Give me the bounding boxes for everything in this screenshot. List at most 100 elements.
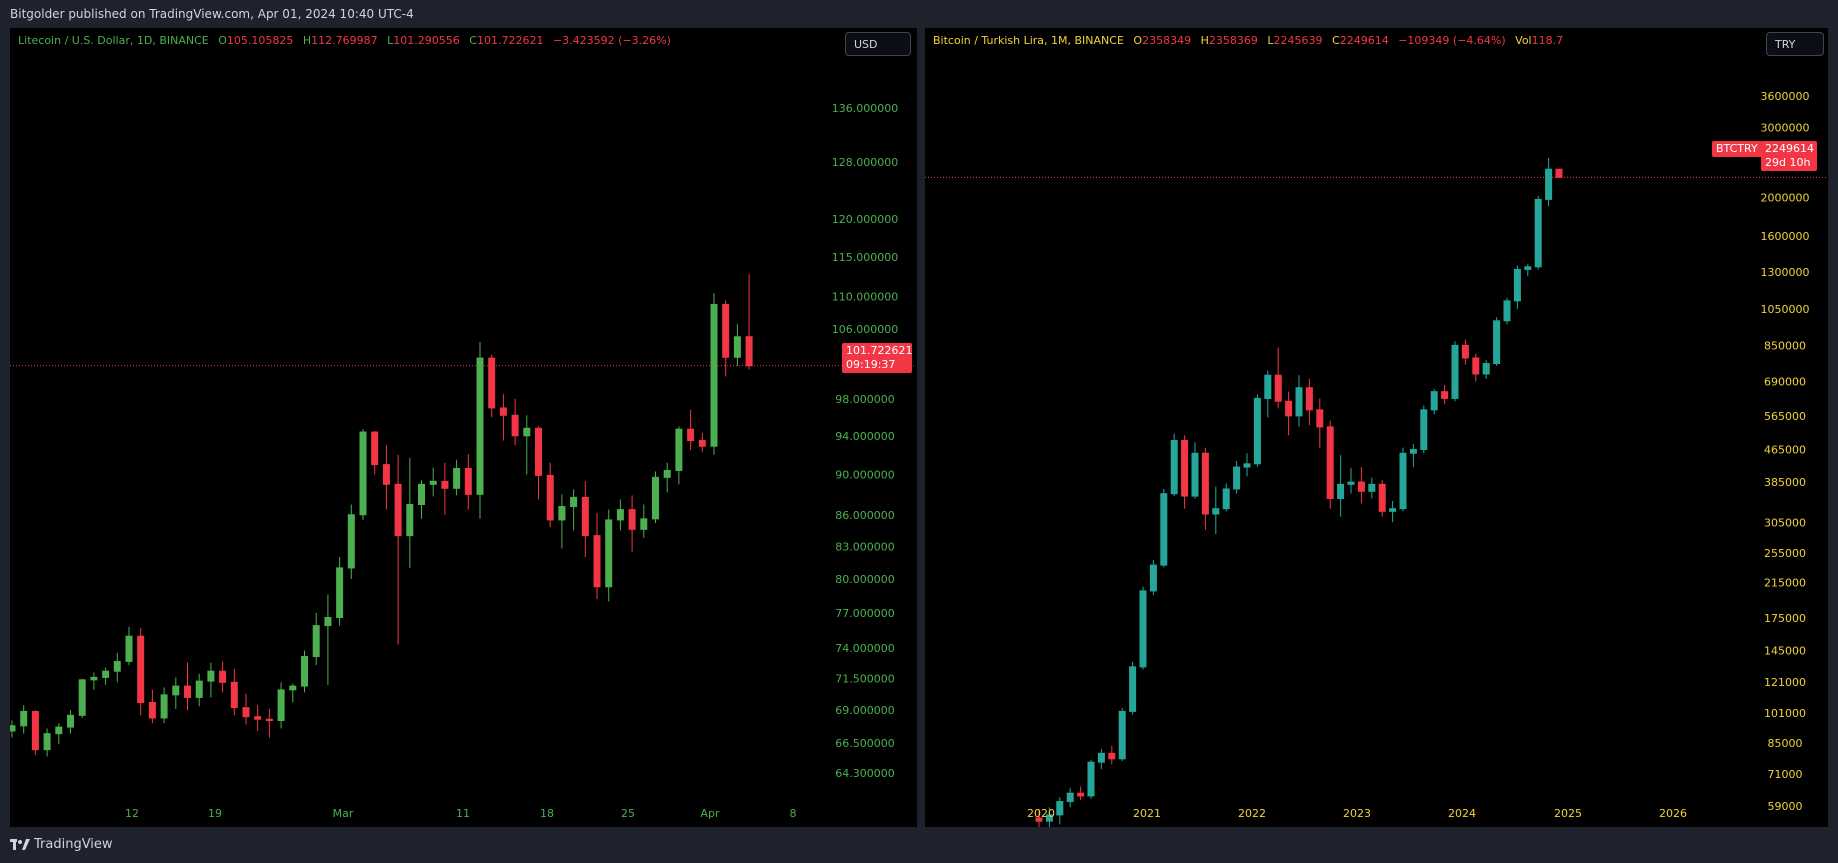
candle[interactable]: [1191, 442, 1199, 499]
candle[interactable]: [1493, 317, 1501, 366]
candle[interactable]: [511, 398, 519, 446]
candle[interactable]: [125, 626, 133, 666]
candle[interactable]: [476, 341, 484, 519]
candle[interactable]: [745, 274, 753, 370]
candle[interactable]: [277, 682, 285, 729]
candle[interactable]: [429, 467, 437, 497]
candle[interactable]: [324, 594, 332, 685]
tradingview-logo-icon[interactable]: [10, 839, 30, 851]
candle[interactable]: [1534, 195, 1542, 270]
candle[interactable]: [102, 667, 110, 685]
candle[interactable]: [616, 499, 624, 531]
candle[interactable]: [394, 454, 402, 645]
candle[interactable]: [242, 693, 250, 725]
candle[interactable]: [1212, 486, 1220, 535]
tradingview-brand[interactable]: TradingView: [34, 837, 113, 852]
candle[interactable]: [628, 495, 636, 552]
candle[interactable]: [1461, 339, 1469, 365]
candle[interactable]: [1056, 797, 1064, 825]
candle[interactable]: [593, 512, 601, 600]
candle[interactable]: [1409, 444, 1417, 468]
candle[interactable]: [1472, 353, 1480, 382]
candle[interactable]: [1108, 745, 1116, 765]
candle[interactable]: [652, 471, 659, 524]
candle[interactable]: [10, 720, 16, 738]
candle[interactable]: [1337, 455, 1345, 517]
candle[interactable]: [78, 678, 86, 718]
candle[interactable]: [1441, 385, 1449, 405]
candle[interactable]: [488, 354, 496, 418]
candle[interactable]: [1430, 389, 1438, 415]
candle[interactable]: [1087, 759, 1095, 799]
candle[interactable]: [1077, 786, 1085, 801]
candle[interactable]: [710, 293, 718, 455]
candle[interactable]: [605, 509, 613, 602]
candle[interactable]: [1066, 787, 1074, 808]
candle[interactable]: [558, 494, 566, 549]
candle[interactable]: [733, 324, 741, 366]
candle[interactable]: [1305, 378, 1313, 426]
ltcusd-chart-canvas[interactable]: 136.000000 128.000000 120.000000 115.000000…: [10, 28, 917, 827]
candle[interactable]: [1482, 360, 1490, 379]
candle[interactable]: [1357, 467, 1365, 504]
chart-pane-btctry[interactable]: 3600000300000024000002000000160000013000…: [925, 28, 1828, 827]
symbol-legend[interactable]: Bitcoin / Turkish Lira, 1M, BINANCE O235…: [933, 34, 1563, 47]
candle[interactable]: [1222, 483, 1230, 512]
candle[interactable]: [230, 668, 238, 716]
candle[interactable]: [1378, 479, 1386, 517]
chart-pane-ltcusd[interactable]: 136.000000 128.000000 120.000000 115.000000…: [10, 28, 917, 827]
candle[interactable]: [207, 662, 215, 698]
candle[interactable]: [1264, 370, 1272, 418]
symbol-legend[interactable]: Litecoin / U.S. Dollar, 1D, BINANCE O105…: [18, 34, 671, 47]
candle[interactable]: [546, 462, 554, 528]
candle[interactable]: [499, 394, 507, 441]
candle[interactable]: [1545, 157, 1553, 207]
candle[interactable]: [1316, 398, 1324, 448]
candle[interactable]: [1347, 467, 1355, 494]
candle[interactable]: [1097, 749, 1105, 770]
candle[interactable]: [347, 504, 355, 579]
candle[interactable]: [1295, 375, 1303, 427]
btctry-chart-canvas[interactable]: 3600000300000024000002000000160000013000…: [925, 28, 1828, 827]
candle[interactable]: [265, 708, 273, 738]
candle[interactable]: [1524, 264, 1532, 277]
candle[interactable]: [254, 705, 262, 732]
candle[interactable]: [1201, 447, 1209, 530]
candle[interactable]: [43, 728, 51, 757]
currency-button[interactable]: USD: [845, 32, 911, 56]
candle[interactable]: [406, 457, 414, 568]
candle[interactable]: [464, 453, 472, 510]
candle[interactable]: [1139, 586, 1147, 670]
candle[interactable]: [523, 415, 531, 475]
candle[interactable]: [1420, 405, 1428, 454]
candle[interactable]: [1451, 341, 1459, 402]
candle[interactable]: [1253, 394, 1261, 468]
symbol-name[interactable]: Litecoin / U.S. Dollar, 1D, BINANCE: [18, 34, 209, 47]
candle[interactable]: [148, 689, 156, 724]
candle[interactable]: [535, 426, 542, 500]
candle[interactable]: [1389, 501, 1397, 523]
candle[interactable]: [184, 662, 191, 711]
candle[interactable]: [1513, 265, 1521, 309]
candle[interactable]: [1503, 297, 1511, 325]
candle[interactable]: [1181, 435, 1189, 509]
candle[interactable]: [1368, 477, 1376, 499]
candle[interactable]: [581, 481, 589, 558]
candle[interactable]: [570, 489, 578, 531]
candle[interactable]: [31, 710, 39, 756]
candle[interactable]: [675, 426, 683, 485]
candle[interactable]: [1149, 560, 1157, 596]
candle[interactable]: [219, 661, 227, 693]
candle[interactable]: [698, 432, 706, 453]
candle[interactable]: [687, 409, 695, 451]
candle[interactable]: [1118, 708, 1126, 762]
candle[interactable]: [1274, 347, 1282, 409]
candle[interactable]: [1035, 808, 1043, 827]
candle[interactable]: [301, 650, 308, 693]
candle[interactable]: [722, 300, 730, 377]
candle[interactable]: [195, 673, 203, 707]
candle[interactable]: [1233, 461, 1241, 494]
candle[interactable]: [441, 462, 449, 515]
candle[interactable]: [1326, 420, 1334, 509]
candle[interactable]: [336, 557, 344, 626]
